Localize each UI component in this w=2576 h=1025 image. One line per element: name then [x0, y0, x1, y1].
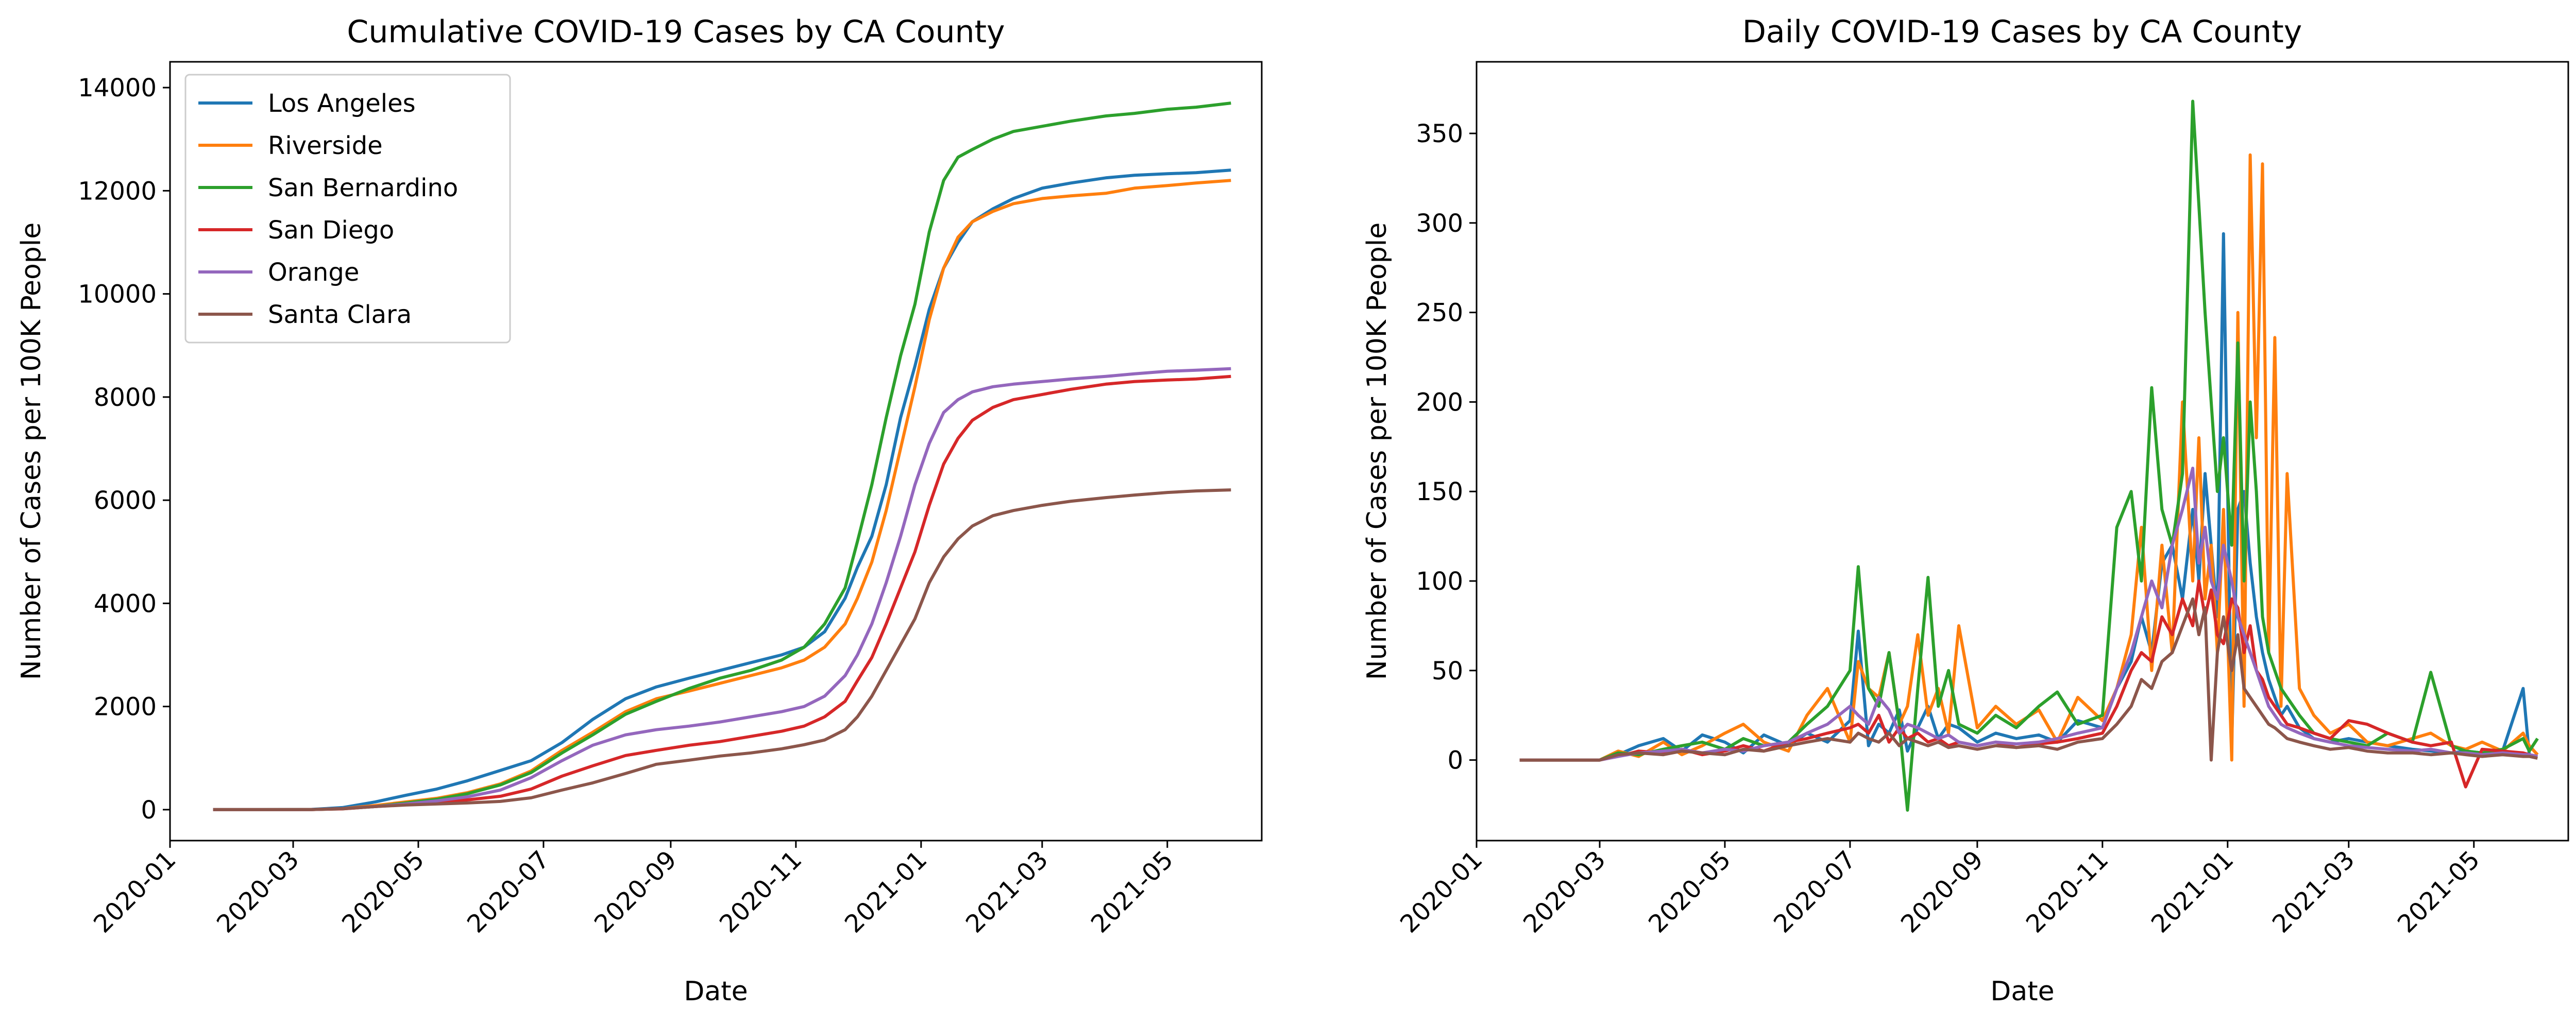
y-tick-label: 4000 [94, 589, 157, 618]
legend-box [184, 74, 511, 344]
legend-label: Santa Clara [268, 300, 412, 329]
series-line-orange [1519, 467, 2538, 762]
y-tick-label: 200 [1416, 388, 1463, 417]
y-tick-label: 0 [141, 796, 157, 825]
y-tick-label: 2000 [94, 693, 157, 722]
series-line-orange [213, 367, 1231, 811]
x-axis-label: Date [684, 976, 748, 1007]
plot-area [1519, 99, 2539, 812]
series-line-san-bernardino [213, 101, 1231, 811]
series-line-santa-clara [213, 488, 1231, 811]
axes-frame [169, 61, 1263, 842]
legend-label: San Diego [268, 216, 394, 245]
legend-label: San Bernardino [268, 174, 458, 202]
y-axis-label: Number of Cases per 100K People [1362, 223, 1393, 680]
axes-frame [1476, 61, 2569, 842]
series-line-los-angeles [213, 168, 1231, 811]
y-tick-label: 14000 [78, 74, 157, 102]
y-tick-label: 250 [1416, 299, 1463, 328]
legend-label: Riverside [268, 131, 383, 160]
y-tick-label: 300 [1416, 209, 1463, 238]
series-line-san-diego [1519, 579, 2538, 789]
series-line-san-bernardino [1519, 99, 2539, 812]
x-axis-label: Date [1990, 976, 2054, 1007]
y-tick-label: 0 [1447, 746, 1463, 775]
series-line-riverside [1519, 153, 2539, 762]
legend-label: Orange [268, 258, 359, 287]
y-tick-label: 100 [1416, 567, 1463, 596]
y-tick-label: 8000 [94, 383, 157, 412]
y-tick-label: 12000 [78, 177, 157, 206]
legend: Los Angeles Riverside San Bernardino San Di… [184, 74, 511, 344]
y-axis-label: Number of Cases per 100K People [16, 223, 47, 680]
y-tick-label: 50 [1432, 657, 1463, 686]
legend-label: Los Angeles [268, 89, 416, 118]
chart-title: Daily COVID-19 Cases by CA County [1742, 14, 2302, 50]
chart-title: Cumulative COVID-19 Cases by CA County [347, 14, 1005, 50]
series-line-santa-clara [1519, 597, 2538, 762]
y-tick-label: 350 [1416, 119, 1463, 148]
series-line-san-diego [213, 374, 1231, 811]
y-tick-label: 6000 [94, 486, 157, 515]
plot-area [213, 101, 1231, 811]
y-tick-label: 10000 [78, 280, 157, 309]
y-tick-label: 150 [1416, 477, 1463, 506]
